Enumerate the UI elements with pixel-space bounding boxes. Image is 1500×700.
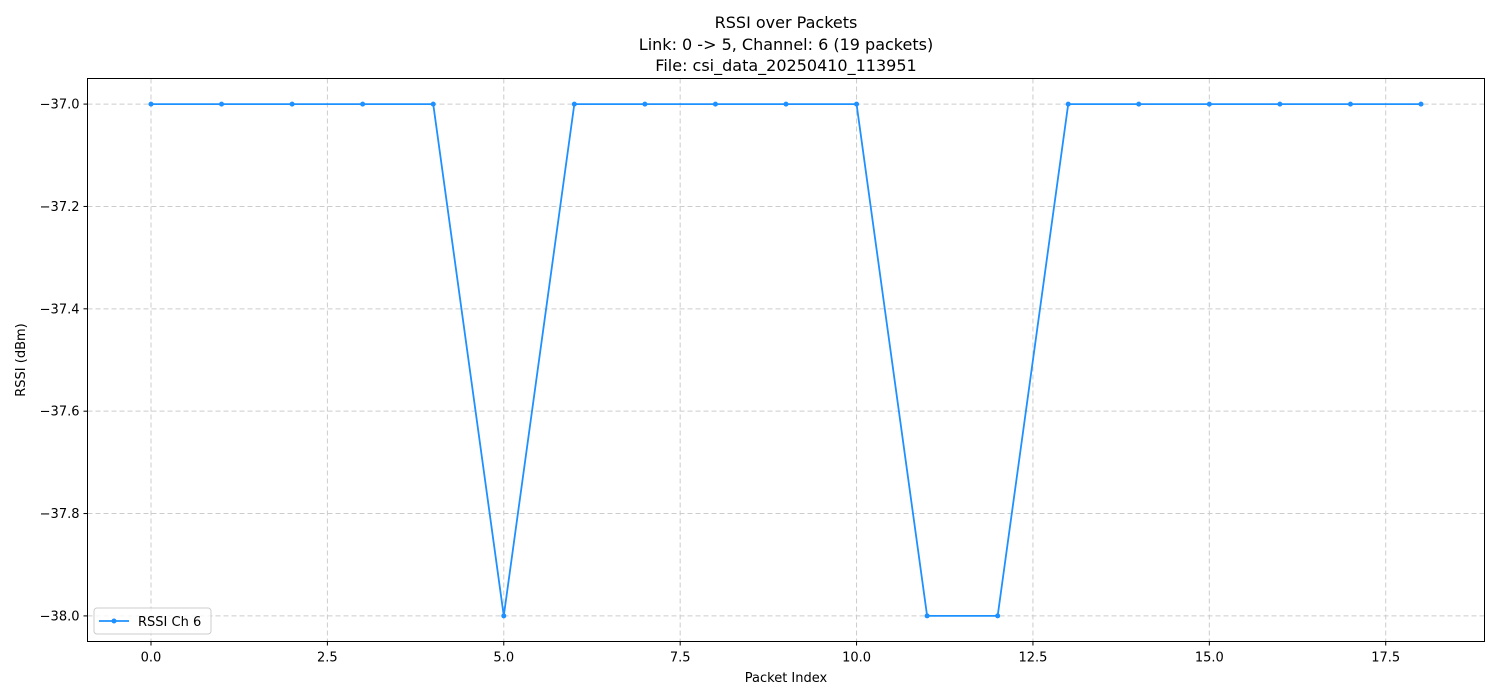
x-axis-ticks: 0.0 2.5 5.0 7.5 10.0 12.5 15.0 17.5 xyxy=(141,641,1400,666)
legend-marker-swatch xyxy=(111,618,117,624)
x-tick-label: 10.0 xyxy=(842,651,871,666)
legend: RSSI Ch 6 xyxy=(93,607,212,635)
series-layer xyxy=(148,101,1424,619)
data-point xyxy=(289,101,295,107)
x-tick-label: 7.5 xyxy=(670,651,691,666)
series-line xyxy=(151,103,1421,617)
y-tick-label: −37.2 xyxy=(40,200,80,215)
data-point xyxy=(924,613,930,619)
y-tick-label: −38.0 xyxy=(40,609,80,624)
data-point xyxy=(571,101,577,107)
grid xyxy=(87,78,1485,642)
y-tick-label: −37.8 xyxy=(40,507,80,522)
data-point xyxy=(360,101,366,107)
data-point xyxy=(1206,101,1212,107)
x-tick-label: 2.5 xyxy=(317,651,338,666)
data-point xyxy=(995,613,1001,619)
legend-box xyxy=(93,607,212,635)
data-point xyxy=(1136,101,1142,107)
x-tick-label: 5.0 xyxy=(493,651,514,666)
y-tick-label: −37.4 xyxy=(40,302,80,317)
chart-title-line-1: RSSI over Packets xyxy=(715,13,858,32)
chart-title-line-3: File: csi_data_20250410_113951 xyxy=(655,56,916,76)
data-point xyxy=(1418,101,1424,107)
data-point xyxy=(854,101,860,107)
chart-title-line-2: Link: 0 -> 5, Channel: 6 (19 packets) xyxy=(639,35,933,54)
x-tick-label: 0.0 xyxy=(141,651,162,666)
plot-frame xyxy=(87,78,1485,642)
chart-title: RSSI over Packets Link: 0 -> 5, Channel:… xyxy=(639,13,933,76)
x-tick-label: 15.0 xyxy=(1195,651,1224,666)
y-tick-label: −37.6 xyxy=(40,405,80,420)
data-point xyxy=(712,101,718,107)
y-axis-ticks: −37.0 −37.2 −37.4 −37.6 −37.8 −38.0 xyxy=(40,98,88,624)
data-point xyxy=(1065,101,1071,107)
data-point xyxy=(501,613,507,619)
legend-label: RSSI Ch 6 xyxy=(138,615,201,630)
data-point xyxy=(148,101,154,107)
x-tick-label: 12.5 xyxy=(1018,651,1047,666)
y-tick-label: −37.0 xyxy=(40,98,80,113)
data-point xyxy=(219,101,225,107)
data-point xyxy=(430,101,436,107)
data-point xyxy=(1347,101,1353,107)
y-axis-label: RSSI (dBm) xyxy=(14,323,29,396)
data-point xyxy=(783,101,789,107)
x-tick-label: 17.5 xyxy=(1371,651,1400,666)
data-point xyxy=(1277,101,1283,107)
data-point xyxy=(642,101,648,107)
x-axis-label: Packet Index xyxy=(745,671,828,686)
